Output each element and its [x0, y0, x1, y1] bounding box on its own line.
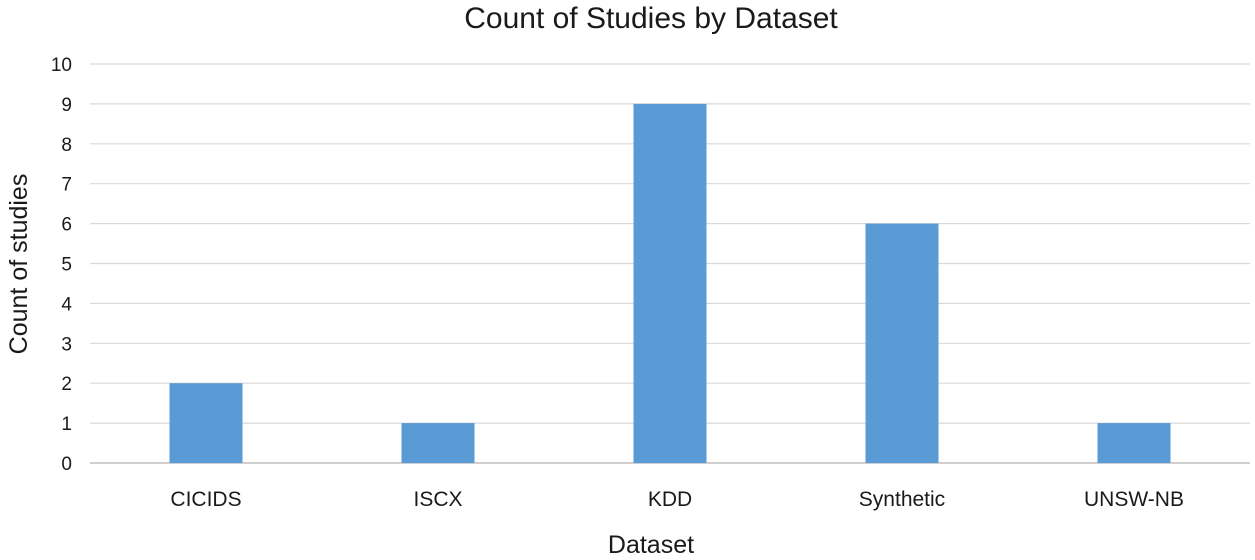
x-category-label: ISCX [413, 488, 462, 511]
bar-cicids [169, 383, 243, 463]
x-category-label: UNSW-NB [1084, 488, 1184, 511]
y-tick-label: 10 [51, 55, 72, 76]
y-tick-labels: 0 1 2 3 4 5 6 7 8 9 10 [51, 55, 73, 475]
x-category-label: KDD [648, 488, 692, 511]
y-tick-label: 1 [61, 414, 72, 435]
y-tick-label: 0 [61, 454, 72, 475]
y-tick-label: 7 [61, 175, 72, 196]
chart-title: Count of Studies by Dataset [464, 2, 838, 35]
bar-synthetic [865, 223, 939, 463]
x-category-label: CICIDS [170, 488, 241, 511]
y-tick-label: 4 [61, 294, 72, 315]
y-tick-label: 8 [61, 135, 72, 156]
y-tick-label: 3 [61, 334, 72, 355]
x-category-labels: CICIDS ISCX KDD Synthetic UNSW-NB [170, 488, 1184, 511]
y-tick-label: 5 [61, 255, 72, 276]
bar-iscx [401, 423, 475, 463]
bar-unsw-nb [1097, 423, 1171, 463]
bars [169, 103, 1171, 464]
bar-kdd [633, 103, 707, 464]
y-axis-title: Count of studies [5, 174, 33, 355]
x-axis-title: Dataset [608, 531, 694, 559]
x-category-label: Synthetic [859, 488, 945, 511]
y-tick-label: 6 [61, 215, 72, 236]
y-tick-label: 2 [61, 374, 72, 395]
y-tick-label: 9 [61, 95, 72, 116]
